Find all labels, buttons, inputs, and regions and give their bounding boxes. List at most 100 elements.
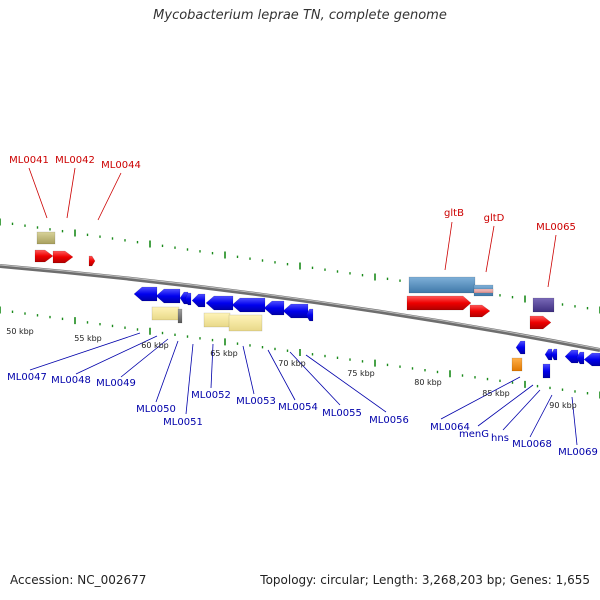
leader-hns xyxy=(502,389,541,431)
gene-features xyxy=(34,231,600,379)
gene-label-ML0052: ML0052 xyxy=(191,390,231,401)
map-title: Mycobacterium leprae TN, complete genome xyxy=(153,8,447,23)
gene-label-ML0044: ML0044 xyxy=(101,160,141,171)
leader-ML0044 xyxy=(97,172,122,221)
feature-reverse-gene xyxy=(544,348,553,361)
feature-reverse-gene xyxy=(263,300,285,316)
gene-label-ML0053: ML0053 xyxy=(236,396,276,407)
scale-label: 85 kbp xyxy=(482,389,510,398)
scale-label: 70 kbp xyxy=(278,359,306,368)
feature-forward-gene xyxy=(34,249,54,263)
gene-label-ML0068: ML0068 xyxy=(512,439,552,450)
scale-label: 65 kbp xyxy=(210,349,238,358)
leader-gltD xyxy=(485,225,495,273)
leader-ML0052 xyxy=(210,343,214,389)
gene-label-gltD: gltD xyxy=(484,213,505,224)
genes-value: 1,655 xyxy=(555,573,590,587)
feature-reverse-gene xyxy=(184,292,192,306)
gene-label-ML0047: ML0047 xyxy=(7,372,47,383)
gene-labels: ML0041 ML0042 ML0044 gltB gltD ML0065 ML0047 ML… xyxy=(6,155,598,458)
feature-forward-gene xyxy=(88,255,96,267)
scale-label: 50 kbp xyxy=(6,327,34,336)
feature-grey xyxy=(177,308,183,324)
scale-label: 55 kbp xyxy=(74,334,102,343)
gene-label-ML0048: ML0048 xyxy=(51,375,91,386)
leader-ML0054 xyxy=(267,349,296,401)
leader-menG xyxy=(477,384,534,427)
feature-reverse-gene xyxy=(575,351,585,365)
leader-ML0053 xyxy=(242,345,255,395)
genome-backbone-highlight xyxy=(0,264,600,350)
feature-reverse-gene xyxy=(515,340,526,355)
leader-ML0049 xyxy=(120,338,169,378)
feature-blue-small xyxy=(542,363,551,379)
gene-label-menG: menG xyxy=(459,429,489,440)
scale-label: 75 kbp xyxy=(347,369,375,378)
label-leader-lines xyxy=(28,167,578,446)
genome-backbone xyxy=(0,264,600,352)
gene-label-ML0055: ML0055 xyxy=(322,408,362,419)
feature-khaki xyxy=(36,231,56,245)
leader-ML0056 xyxy=(305,354,387,413)
gene-label-hns: hns xyxy=(491,433,509,444)
feature-reverse-gene xyxy=(231,297,266,313)
gene-label-ML0041: ML0041 xyxy=(9,155,49,166)
genes-label: Genes: xyxy=(509,573,552,587)
feature-forward-gene xyxy=(406,295,472,311)
leader-ML0047 xyxy=(29,332,141,371)
gene-label-ML0042: ML0042 xyxy=(55,155,95,166)
accession-value: NC_002677 xyxy=(77,573,147,587)
leader-ML0069 xyxy=(571,396,578,446)
topology-value: circular xyxy=(320,573,365,587)
gene-label-ML0051: ML0051 xyxy=(163,417,203,428)
feature-reverse-gene xyxy=(282,303,309,319)
feature-reverse-gene xyxy=(155,288,181,304)
leader-ML0064 xyxy=(440,376,521,420)
leader-ML0041 xyxy=(28,167,48,219)
leader-ML0068 xyxy=(529,394,553,438)
feature-forward-gene xyxy=(52,250,74,264)
feature-reverse-gene xyxy=(191,293,206,308)
feature-purple xyxy=(532,297,555,313)
feature-reverse-gene xyxy=(583,352,600,367)
length-label: Length: xyxy=(372,573,419,587)
gene-label-ML0054: ML0054 xyxy=(278,402,318,413)
gene-label-ML0064: ML0064 xyxy=(430,422,470,433)
feature-cream xyxy=(228,314,263,332)
accession-info: Accession: NC_002677 xyxy=(10,573,146,587)
gene-label-ML0050: ML0050 xyxy=(136,404,176,415)
feature-reverse-gene xyxy=(205,295,234,311)
scale-label: 90 kbp xyxy=(549,401,577,410)
feature-forward-gene xyxy=(529,315,552,330)
gene-label-gltB: gltB xyxy=(444,208,464,219)
feature-forward-gene xyxy=(469,304,491,318)
gene-label-ML0056: ML0056 xyxy=(369,415,409,426)
feature-reverse-gene xyxy=(133,286,158,302)
leader-gltB xyxy=(444,221,453,271)
feature-steel-gltB xyxy=(408,276,476,294)
gene-label-ML0065: ML0065 xyxy=(536,222,576,233)
gene-label-ML0049: ML0049 xyxy=(96,378,136,389)
feature-pink-band xyxy=(473,288,494,294)
leader-ML0042 xyxy=(66,167,76,219)
leader-ML0048 xyxy=(75,335,158,375)
genome-stats: Topology: circular; Length: 3,268,203 bp… xyxy=(260,573,590,587)
scale-label: 80 kbp xyxy=(414,378,442,387)
feature-reverse-gene xyxy=(564,349,579,364)
leader-ML0051 xyxy=(185,343,194,415)
topology-label: Topology: xyxy=(260,573,317,587)
feature-orange xyxy=(511,357,523,372)
gene-label-ML0069: ML0069 xyxy=(558,447,598,458)
length-value: 3,268,203 bp xyxy=(421,573,502,587)
feature-reverse-gene xyxy=(305,308,314,322)
leader-ML0050 xyxy=(155,340,179,403)
scale-label: 60 kbp xyxy=(141,341,169,350)
feature-reverse-gene xyxy=(550,348,558,361)
feature-cream xyxy=(203,312,231,328)
leader-ML0065 xyxy=(547,234,557,288)
feature-cream xyxy=(151,306,180,321)
accession-label: Accession: xyxy=(10,573,74,587)
leader-ML0055 xyxy=(289,351,341,406)
